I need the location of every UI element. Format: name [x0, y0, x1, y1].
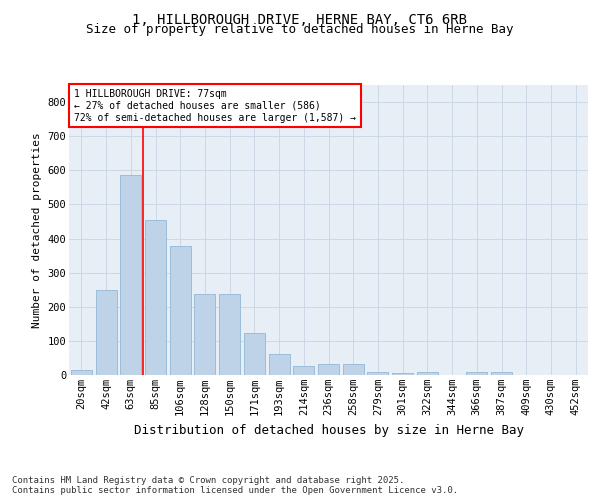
Bar [219, 294, 240, 375]
X-axis label: Distribution of detached houses by size in Herne Bay: Distribution of detached houses by size … [133, 424, 523, 436]
Text: Size of property relative to detached houses in Herne Bay: Size of property relative to detached ho… [86, 24, 514, 36]
Bar [392, 374, 413, 375]
Bar [95, 290, 116, 375]
Text: 1, HILLBOROUGH DRIVE, HERNE BAY, CT6 6RB: 1, HILLBOROUGH DRIVE, HERNE BAY, CT6 6RB [133, 12, 467, 26]
Bar [71, 370, 92, 375]
Bar [194, 294, 215, 375]
Bar [417, 372, 438, 375]
Bar [269, 354, 290, 375]
Bar [293, 366, 314, 375]
Bar [343, 364, 364, 375]
Y-axis label: Number of detached properties: Number of detached properties [32, 132, 42, 328]
Text: Contains HM Land Registry data © Crown copyright and database right 2025.
Contai: Contains HM Land Registry data © Crown c… [12, 476, 458, 495]
Bar [491, 372, 512, 375]
Text: 1 HILLBOROUGH DRIVE: 77sqm
← 27% of detached houses are smaller (586)
72% of sem: 1 HILLBOROUGH DRIVE: 77sqm ← 27% of deta… [74, 90, 356, 122]
Bar [145, 220, 166, 375]
Bar [244, 334, 265, 375]
Bar [367, 372, 388, 375]
Bar [318, 364, 339, 375]
Bar [120, 175, 141, 375]
Bar [170, 246, 191, 375]
Bar [466, 372, 487, 375]
